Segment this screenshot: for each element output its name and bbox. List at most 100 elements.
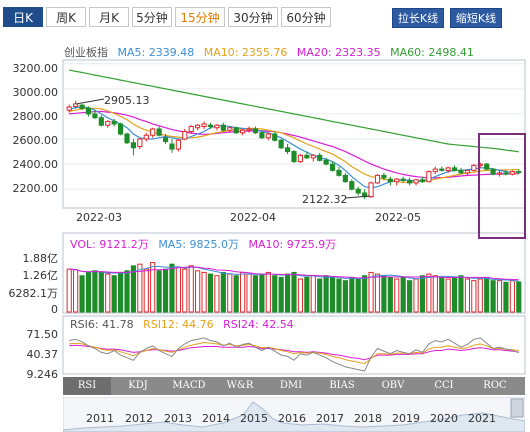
indicator-tab-rsi[interactable]: RSI xyxy=(63,377,111,395)
volume-bar xyxy=(445,278,451,313)
tab-60min[interactable]: 60分钟 xyxy=(281,7,331,27)
volume-bar xyxy=(214,275,220,313)
volume-bar xyxy=(201,271,207,313)
candle-down xyxy=(458,169,464,174)
price-tick-label: 2600.00 xyxy=(12,134,59,147)
timeline-year: 2011 xyxy=(86,412,114,425)
low-annotation-line xyxy=(344,195,371,199)
stretch-kline-button[interactable]: 拉长K线 xyxy=(392,8,444,28)
date-tick-label: 2022-04 xyxy=(230,211,276,224)
candle-down xyxy=(355,188,361,194)
vol-legend: VOL: 9121.2万 xyxy=(70,238,149,251)
shrink-kline-button[interactable]: 缩短K线 xyxy=(450,8,502,28)
candle-down xyxy=(162,137,169,143)
volume-bar xyxy=(349,276,355,313)
volume-bar xyxy=(162,268,169,313)
volume-bar xyxy=(92,270,98,313)
volume-bar xyxy=(291,271,297,313)
candle-up xyxy=(394,178,400,183)
indicator-tab-obv[interactable]: OBV xyxy=(381,380,405,391)
rsi-legend: RSI6: 41.78 RSI12: 44.76 RSI24: 42.54 xyxy=(70,318,294,331)
volume-bar xyxy=(426,273,432,313)
tab-monthly-k[interactable]: 月K xyxy=(89,7,129,27)
tab-5min[interactable]: 5分钟 xyxy=(132,7,172,27)
volume-bar xyxy=(342,280,348,313)
volume-bar xyxy=(394,278,400,313)
rsi-panel-frame xyxy=(62,315,526,375)
indicator-tab-wr[interactable]: W&R xyxy=(226,380,254,391)
indicator-tab-kdj[interactable]: KDJ xyxy=(128,380,148,391)
candle-up xyxy=(240,129,246,134)
ma60-line xyxy=(69,69,519,153)
volume-bar xyxy=(207,273,214,313)
ma-lines xyxy=(69,69,519,189)
volume-bar xyxy=(66,268,72,313)
price-tick-label: 2800.00 xyxy=(12,110,59,123)
volume-bar xyxy=(362,275,368,313)
volume-bar xyxy=(111,275,117,313)
candle-up xyxy=(432,168,438,173)
candle-down xyxy=(259,132,265,139)
candle-down xyxy=(169,143,175,150)
date-tick-label: 2022-05 xyxy=(375,211,421,224)
volume-bar xyxy=(233,275,239,313)
volume-bar xyxy=(439,276,445,313)
timeline-handle[interactable] xyxy=(510,398,524,418)
candle-up xyxy=(368,182,374,198)
tab-30min[interactable]: 30分钟 xyxy=(228,7,278,27)
indicator-tab-bias[interactable]: BIAS xyxy=(329,380,355,391)
volume-bars xyxy=(66,262,522,313)
candle-down xyxy=(439,168,445,171)
tab-15min[interactable]: 15分钟 xyxy=(175,7,225,27)
high-annotation-line xyxy=(75,98,105,105)
volume-bar xyxy=(516,281,522,313)
rsi-tick-label: 9.246 xyxy=(26,368,59,381)
ma5-legend: MA5: 2339.48 xyxy=(117,46,195,59)
ma60-legend: MA60: 2498.41 xyxy=(390,46,474,59)
volume-bar xyxy=(323,275,329,313)
candle-down xyxy=(407,179,413,184)
volume-bar xyxy=(240,271,246,313)
volume-tick-label: 1.88亿 xyxy=(22,252,59,265)
indicator-tab-macd[interactable]: MACD xyxy=(172,380,206,391)
rsi6-legend: RSI6: 41.78 xyxy=(70,318,134,331)
volume-bar xyxy=(297,278,304,313)
timeline-navigator[interactable] xyxy=(63,397,525,432)
indicator-tab-dmi[interactable]: DMI xyxy=(279,380,303,391)
volume-tick-label: 1.26亿 xyxy=(22,269,59,282)
candle-up xyxy=(66,106,72,111)
indicator-tab-cci[interactable]: CCI xyxy=(434,380,454,391)
tab-daily-k[interactable]: 日K xyxy=(3,7,43,27)
ma10-legend: MA10: 2355.76 xyxy=(203,46,288,59)
tab-weekly-k[interactable]: 周K xyxy=(46,7,86,27)
volume-bar xyxy=(317,278,323,313)
candle-up xyxy=(464,169,470,174)
volume-bar xyxy=(413,278,419,313)
volume-bar xyxy=(272,275,278,313)
volume-bar xyxy=(464,278,470,313)
volume-bar xyxy=(143,268,149,313)
volume-tick-label: 0 xyxy=(51,303,58,316)
volume-bar xyxy=(374,273,381,313)
candle-up xyxy=(214,124,220,129)
volume-bar xyxy=(124,270,130,313)
rsi-lines xyxy=(69,337,519,372)
candle-down xyxy=(336,169,342,176)
timeline-year: 2018 xyxy=(354,412,382,425)
volume-bar xyxy=(284,273,291,313)
volume-bar xyxy=(137,263,143,313)
high-annotation: 2905.13 xyxy=(104,94,150,107)
rsi24-legend: RSI24: 42.54 xyxy=(223,318,294,331)
candle-down xyxy=(387,178,393,183)
timeline-year: 2016 xyxy=(278,412,306,425)
indicator-tab-roc[interactable]: ROC xyxy=(483,380,507,391)
period-tab-bar: 日K 周K 月K 5分钟 15分钟 30分钟 60分钟 拉长K线 缩短K线 xyxy=(0,0,530,34)
volume-bar xyxy=(336,278,342,313)
volume-tick-label: 6282.1万 xyxy=(8,287,59,300)
volume-bar xyxy=(496,280,503,313)
volume-bar xyxy=(503,281,509,313)
date-tick-label: 2022-03 xyxy=(76,211,122,224)
candle-down xyxy=(490,168,496,175)
candle-down xyxy=(233,127,239,134)
